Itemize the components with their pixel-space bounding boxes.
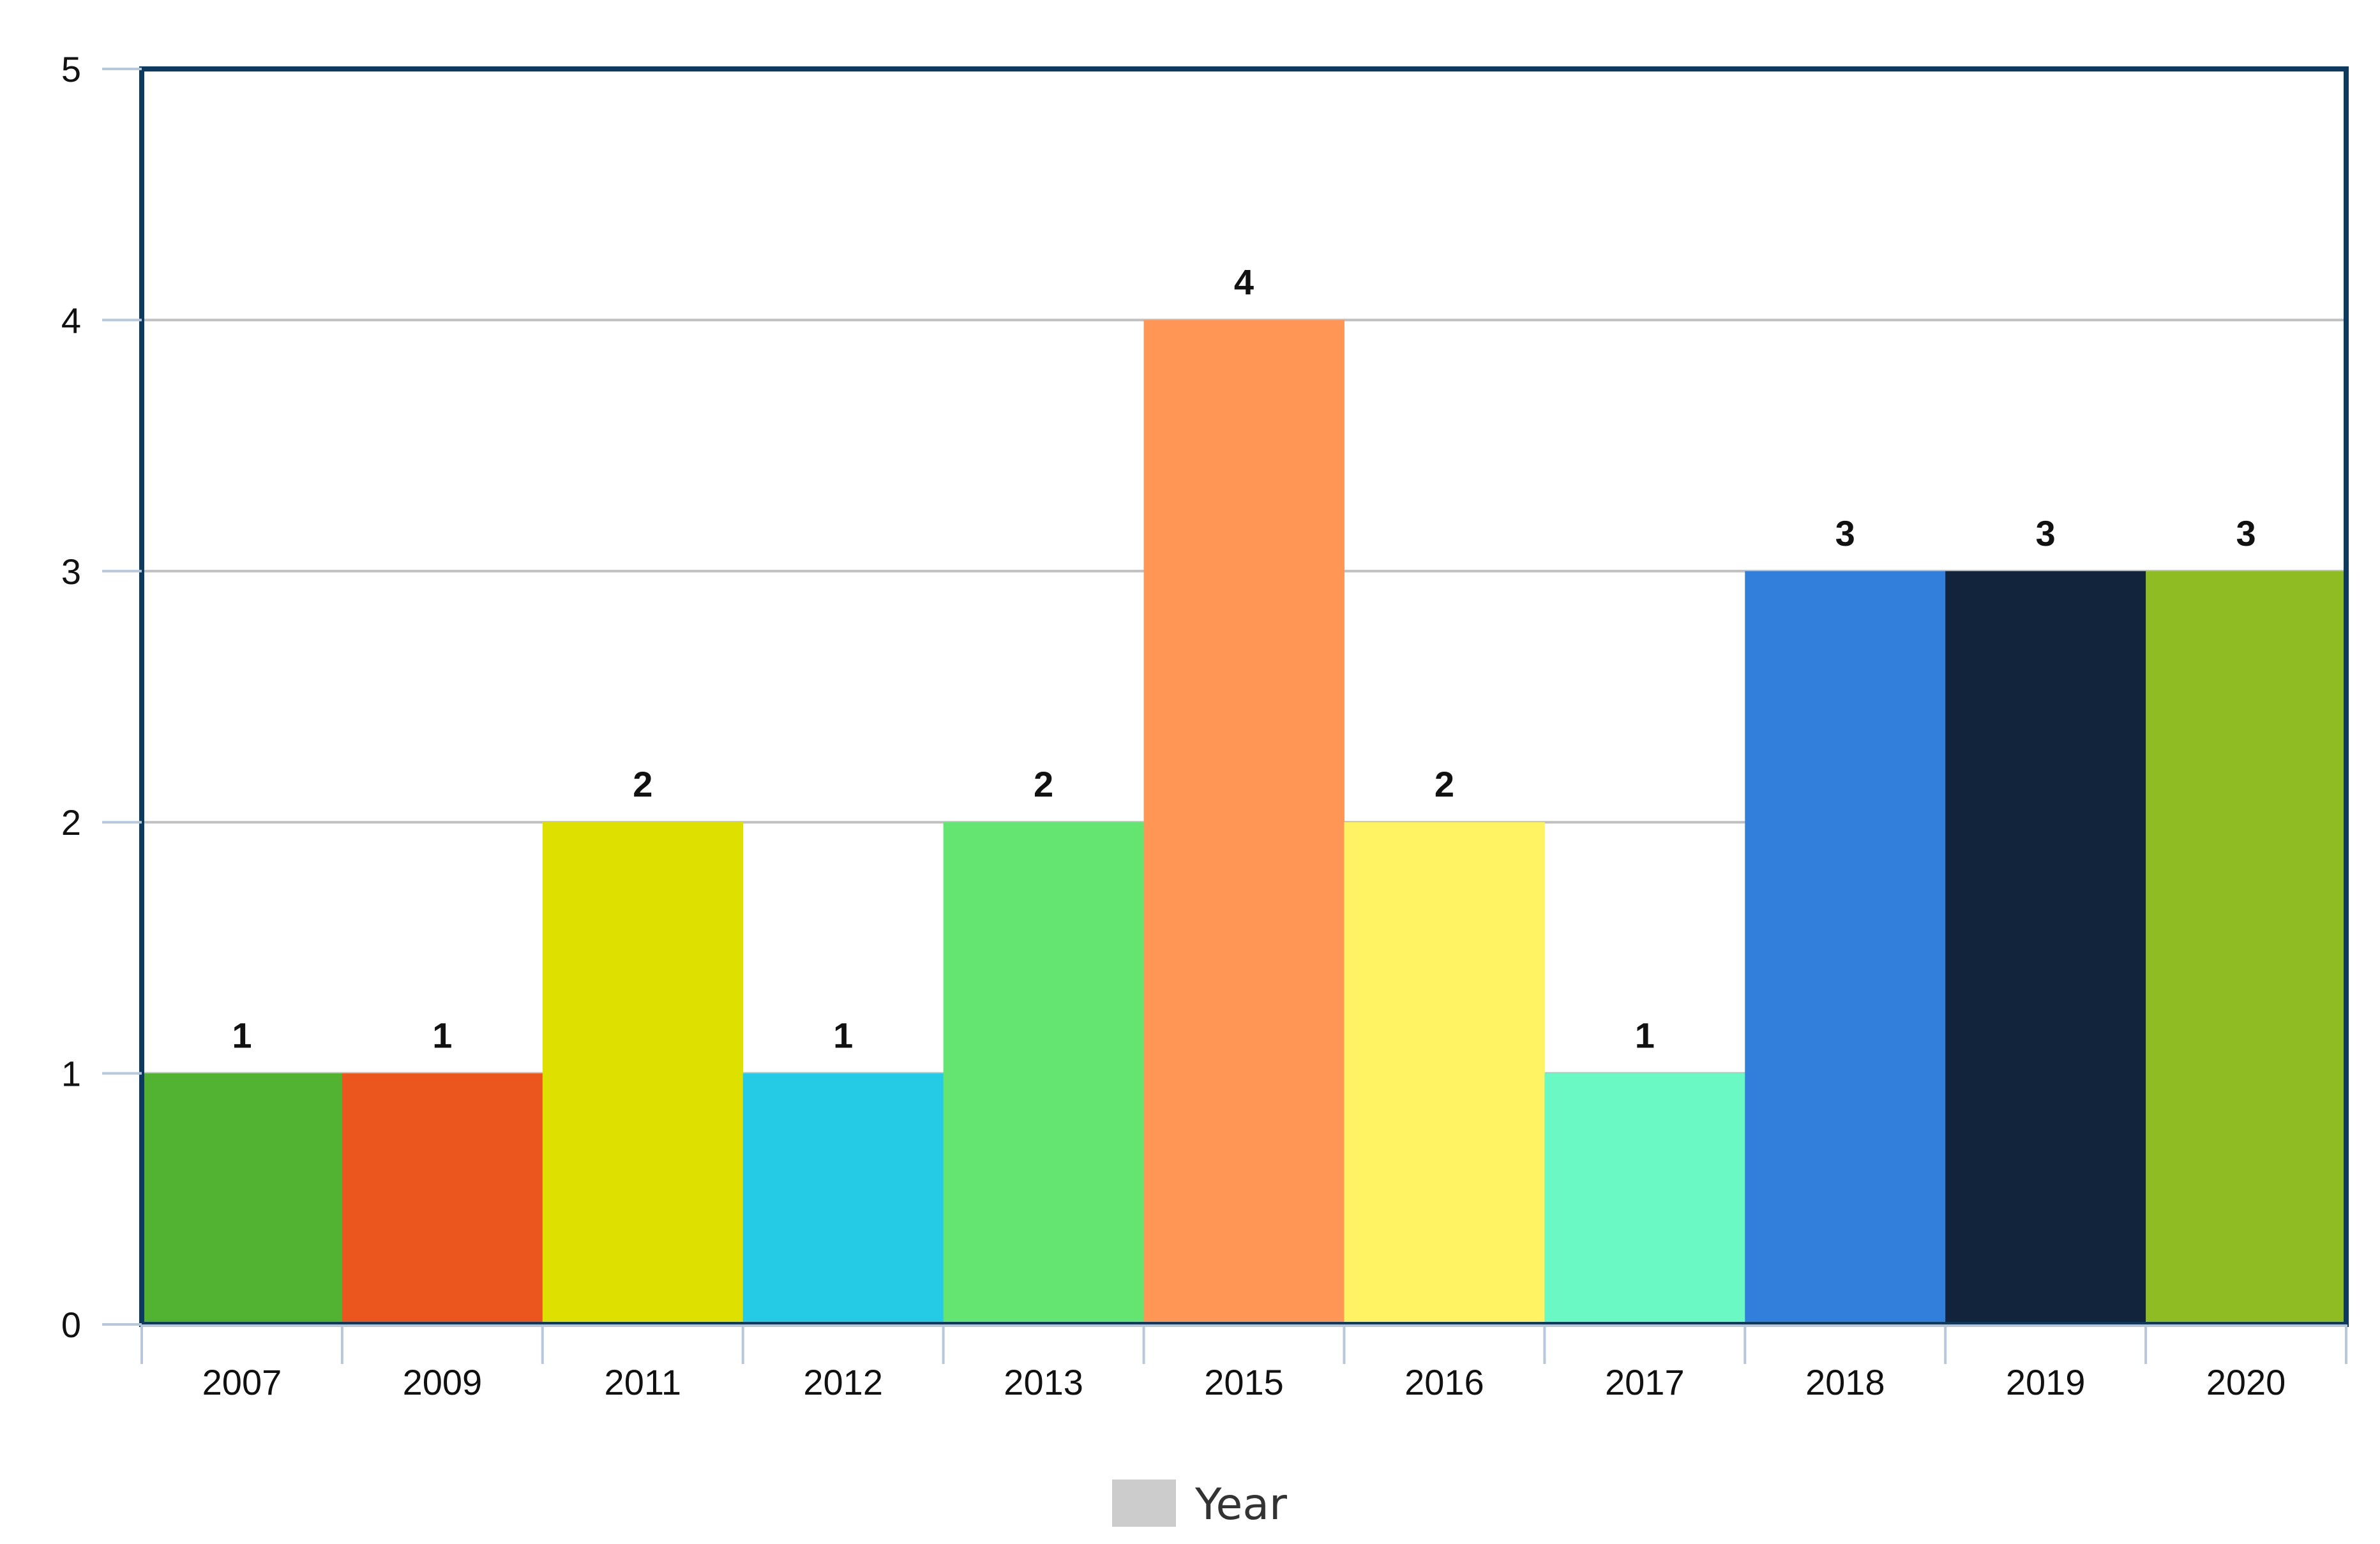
y-tick-label: 5	[61, 49, 81, 89]
bar-2019[interactable]	[1945, 571, 2146, 1324]
x-tick-label-2012: 2012	[803, 1362, 883, 1402]
data-labels: 1 1 2 1 2 4 2 1 3 3 3	[232, 262, 2256, 1055]
legend-swatch[interactable]	[1112, 1480, 1176, 1527]
data-label-2019: 3	[2036, 513, 2056, 553]
data-label-2016: 2	[1435, 764, 1454, 804]
bar-2020[interactable]	[2146, 571, 2347, 1324]
x-tick-label-2016: 2016	[1405, 1362, 1484, 1402]
x-tick-label-2019: 2019	[2006, 1362, 2086, 1402]
legend[interactable]: Year	[1112, 1480, 1287, 1530]
bars	[142, 320, 2347, 1324]
data-label-2009: 1	[432, 1016, 452, 1056]
data-label-2017: 1	[1635, 1016, 1655, 1056]
x-tick-label-2009: 2009	[403, 1362, 483, 1402]
bar-2016[interactable]	[1344, 822, 1545, 1324]
data-label-2011: 2	[633, 764, 652, 804]
bar-2013[interactable]	[943, 822, 1145, 1324]
y-tick-label: 4	[61, 300, 81, 340]
data-label-2015: 4	[1234, 262, 1254, 302]
legend-label[interactable]: Year	[1194, 1480, 1287, 1530]
y-tick-label: 0	[61, 1305, 81, 1345]
axes: 0 1 2 3 4 5 2007 2009 2011 2012 2013 2015 2016 2017 20…	[61, 49, 2347, 1402]
data-label-2013: 2	[1034, 764, 1053, 804]
bar-2007[interactable]	[142, 1073, 343, 1324]
x-tick-label-2020: 2020	[2206, 1362, 2286, 1402]
bar-2017[interactable]	[1544, 1073, 1745, 1324]
y-tick-label: 3	[61, 551, 81, 592]
bar-2012[interactable]	[742, 1073, 944, 1324]
bar-2009[interactable]	[342, 1073, 543, 1324]
bar-2011[interactable]	[542, 822, 744, 1324]
y-tick-label: 2	[61, 802, 81, 843]
data-label-2007: 1	[232, 1016, 252, 1056]
x-tick-label-2017: 2017	[1605, 1362, 1685, 1402]
bar-2018[interactable]	[1745, 571, 1946, 1324]
x-tick-label-2013: 2013	[1004, 1362, 1083, 1402]
data-label-2020: 3	[2236, 513, 2256, 553]
x-tick-label-2018: 2018	[1805, 1362, 1885, 1402]
x-tick-label-2011: 2011	[605, 1362, 681, 1402]
bar-2015[interactable]	[1143, 320, 1344, 1324]
data-label-2012: 1	[833, 1016, 853, 1056]
data-label-2018: 3	[1835, 513, 1855, 553]
x-tick-label-2007: 2007	[202, 1362, 282, 1402]
y-tick-label: 1	[61, 1054, 81, 1094]
x-tick-label-2015: 2015	[1204, 1362, 1284, 1402]
